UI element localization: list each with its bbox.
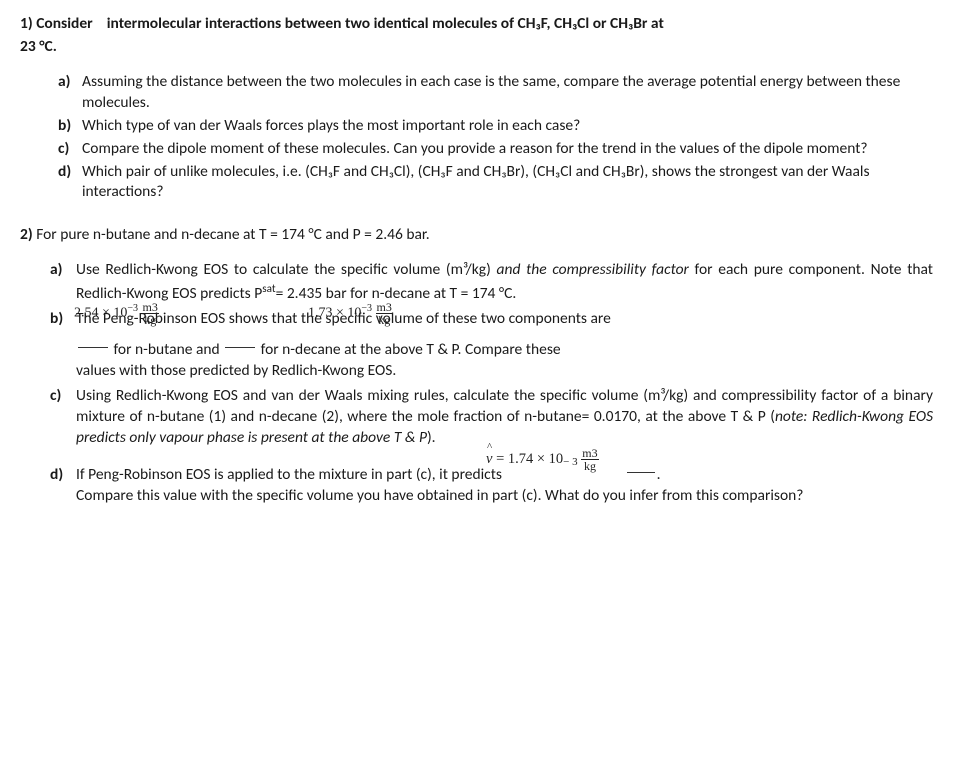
q2-b-overlay-1: 2.54 × 10−3 m3kg xyxy=(74,301,159,326)
q2-a-marker: a) xyxy=(50,260,76,305)
q2-item-a: a) Use Redlich-Kwong EOS to calculate th… xyxy=(50,260,933,305)
q2-item-d: d) If Peng-Robinson EOS is applied to th… xyxy=(50,465,933,507)
q2-b-ov1-body: 2.54 × 10 xyxy=(74,306,127,321)
q2-c-marker: c) xyxy=(50,386,76,449)
blank-icon xyxy=(78,347,108,348)
q2-b-ov1-exp: −3 xyxy=(127,303,138,314)
q1-line1-after: intermolecular interactions between two … xyxy=(107,14,664,33)
q1-d-text: Which pair of unlike molecules, i.e. (CH… xyxy=(82,162,933,204)
q2-a-body: Use Redlich-Kwong EOS to calculate the s… xyxy=(76,260,933,305)
q1-c-marker: c) xyxy=(58,139,82,160)
q2-a-pre: Use Redlich-Kwong EOS to calculate the s… xyxy=(76,260,497,279)
q1-c-text: Compare the dipole moment of these molec… xyxy=(82,139,933,160)
q2-a-em: and the compressibility factor xyxy=(497,260,689,279)
q2-item-c: c) Using Redlich-Kwong EOS and van der W… xyxy=(50,386,933,449)
q2-d-text2: Compare this value with the specific vol… xyxy=(76,486,933,507)
q2-d-body: If Peng-Robinson EOS is applied to the m… xyxy=(76,465,933,507)
q2-item-b: b) 2.54 × 10−3 m3kg 1.73 × 10−3 m3kg The… xyxy=(50,309,933,382)
q2-b-body: 2.54 × 10−3 m3kg 1.73 × 10−3 m3kg The Pe… xyxy=(76,309,933,382)
q1-line1-before: Consider xyxy=(36,14,92,33)
q1-d-marker: d) xyxy=(58,162,82,204)
q1-a-text: Assuming the distance between the two mo… xyxy=(82,72,933,114)
q1-item-d: d) Which pair of unlike molecules, i.e. … xyxy=(58,162,933,204)
q2-d-text1: If Peng-Robinson EOS is applied to the m… xyxy=(76,465,506,484)
q2-b-overlay-2: 1.73 × 10−3 m3kg xyxy=(308,301,393,326)
q2-a-psat-sup: sat xyxy=(262,281,275,295)
q2-b-ov2-body: 1.73 × 10 xyxy=(308,306,361,321)
blank-icon xyxy=(627,472,655,473)
q1-item-a: a) Assuming the distance between the two… xyxy=(58,72,933,114)
q2-sub-list: a) Use Redlich-Kwong EOS to calculate th… xyxy=(50,260,933,506)
q2-b-marker: b) xyxy=(50,309,76,382)
q2-b-ov2-frac: m3kg xyxy=(376,301,393,326)
q2-b-line2: for n-butane and for n-decane at the abo… xyxy=(76,340,933,361)
q2-c-body: Using Redlich-Kwong EOS and van der Waal… xyxy=(76,386,933,449)
q2-header: 2) For pure n-butane and n-decane at T =… xyxy=(20,225,933,246)
q2-b-ov2-frac-den: kg xyxy=(376,314,393,326)
q1-number: 1) xyxy=(20,14,33,33)
q1-b-marker: b) xyxy=(58,116,82,137)
q1-item-b: b) Which type of van der Waals forces pl… xyxy=(58,116,933,137)
q2-d-dot: . xyxy=(657,465,661,484)
q1-b-text: Which type of van der Waals forces plays… xyxy=(82,116,933,137)
q2-c-text2: ). xyxy=(427,428,436,447)
blank-icon xyxy=(225,347,255,348)
q2-b-ov1-frac-den: kg xyxy=(142,314,159,326)
q1-a-marker: a) xyxy=(58,72,82,114)
q1-header-line2: 23 °C. xyxy=(20,37,933,58)
q2-header-text: For pure n-butane and n-decane at T = 17… xyxy=(36,225,429,244)
q1-item-c: c) Compare the dipole moment of these mo… xyxy=(58,139,933,160)
q1-header-line1: 1) Consider intermolecular interactions … xyxy=(20,14,933,35)
q2-b-mid1: for n-butane and xyxy=(110,340,223,359)
q2-d-marker: d) xyxy=(50,465,76,507)
q2-b-mid2: for n-decane at the above T & P. Compare… xyxy=(257,340,560,359)
q2-number: 2) xyxy=(20,225,33,244)
q1-sub-list: a) Assuming the distance between the two… xyxy=(58,72,933,204)
q2-b-ov2-exp: −3 xyxy=(361,303,372,314)
q2-b-ov1-frac: m3kg xyxy=(142,301,159,326)
q2-b-line3: values with those predicted by Redlich-K… xyxy=(76,361,933,382)
